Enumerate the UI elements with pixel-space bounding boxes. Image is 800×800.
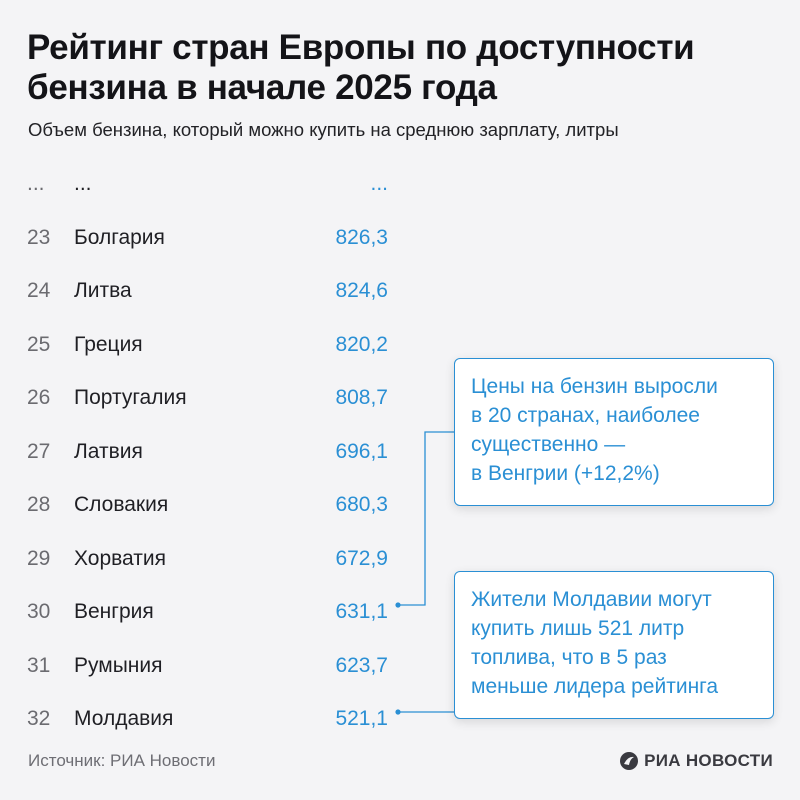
country-cell: Молдавия bbox=[74, 707, 174, 730]
value-cell: 672,9 bbox=[335, 546, 388, 570]
table-row: 30 Венгрия 631,1 bbox=[0, 596, 420, 628]
rank-cell: 31 bbox=[27, 653, 51, 677]
source-note: Источник: РИА Новости bbox=[28, 751, 216, 770]
value-cell: 820,2 bbox=[335, 332, 388, 356]
country-cell: Португалия bbox=[74, 386, 187, 409]
rank-cell: 26 bbox=[27, 386, 51, 409]
value-cell: 808,7 bbox=[335, 386, 388, 409]
value-cell: ... bbox=[370, 172, 388, 195]
rank-cell: 27 bbox=[27, 439, 51, 463]
rank-cell: 24 bbox=[27, 279, 51, 302]
connector-dot-hungary bbox=[395, 602, 401, 608]
ria-logo: РИА НОВОСТИ bbox=[619, 750, 773, 772]
callout-line: в Венгрии (+12,2%) bbox=[471, 462, 660, 485]
table-row: ......... bbox=[0, 168, 420, 200]
country-cell: Болгария bbox=[74, 225, 165, 249]
connector-line-hungary bbox=[398, 431, 454, 606]
rank-cell: 32 bbox=[27, 707, 51, 730]
value-cell: 696,1 bbox=[335, 439, 388, 463]
table-row: 27 Латвия 696,1 bbox=[0, 436, 420, 468]
connector-dot-moldova bbox=[395, 709, 401, 715]
value-cell: 631,1 bbox=[335, 600, 388, 623]
value-cell: 824,6 bbox=[335, 279, 388, 302]
rank-cell: ... bbox=[27, 172, 45, 195]
rank-cell: 23 bbox=[27, 225, 51, 249]
ria-logo-icon bbox=[620, 752, 639, 770]
rank-cell: 28 bbox=[27, 493, 51, 516]
country-cell: Венгрия bbox=[74, 600, 154, 623]
rank-cell: 25 bbox=[27, 332, 51, 356]
country-cell: Хорватия bbox=[74, 546, 166, 570]
callout-line: топлива, что в 5 раз bbox=[471, 646, 667, 669]
callout-line: меньше лидера рейтинга bbox=[471, 675, 719, 698]
table-row: 28 Словакия 680,3 bbox=[0, 489, 420, 521]
value-cell: 826,3 bbox=[335, 225, 388, 249]
table-row: 32 Молдавия 521,1 bbox=[0, 703, 420, 735]
ria-logo-text: РИА НОВОСТИ bbox=[644, 751, 773, 770]
callout-line: в 20 странах, наиболее bbox=[471, 404, 700, 427]
country-cell: Греция bbox=[74, 332, 143, 356]
callout-line: Цены на бензин выросли bbox=[471, 375, 718, 398]
country-cell: Латвия bbox=[74, 439, 143, 463]
page-title: Рейтинг стран Европы по доступности бенз… bbox=[27, 28, 695, 107]
value-cell: 521,1 bbox=[335, 707, 388, 730]
table-row: 25 Греция 820,2 bbox=[0, 329, 420, 361]
page-subtitle: Объем бензина, который можно купить на с… bbox=[28, 119, 619, 140]
callout-line: существенно — bbox=[471, 433, 626, 456]
callout-moldova: Жители Молдавии могут купить лишь 521 ли… bbox=[454, 571, 774, 719]
country-cell: Румыния bbox=[74, 653, 163, 677]
country-cell: ... bbox=[74, 172, 92, 195]
country-cell: Литва bbox=[74, 279, 132, 302]
callout-line: купить лишь 521 литр bbox=[471, 617, 685, 640]
rank-cell: 30 bbox=[27, 600, 51, 623]
rank-cell: 29 bbox=[27, 546, 51, 570]
callout-line: Жители Молдавии могут bbox=[471, 588, 712, 611]
table-row: 31 Румыния 623,7 bbox=[0, 650, 420, 682]
callout-hungary: Цены на бензин выросли в 20 странах, наи… bbox=[454, 358, 774, 506]
value-cell: 680,3 bbox=[335, 493, 388, 516]
country-cell: Словакия bbox=[74, 493, 169, 516]
table-row: 24 Литва 824,6 bbox=[0, 275, 420, 307]
table-row: 26 Португалия 808,7 bbox=[0, 382, 420, 414]
table-row: 29 Хорватия 672,9 bbox=[0, 543, 420, 575]
table-row: 23 Болгария 826,3 bbox=[0, 222, 420, 254]
value-cell: 623,7 bbox=[335, 653, 388, 677]
